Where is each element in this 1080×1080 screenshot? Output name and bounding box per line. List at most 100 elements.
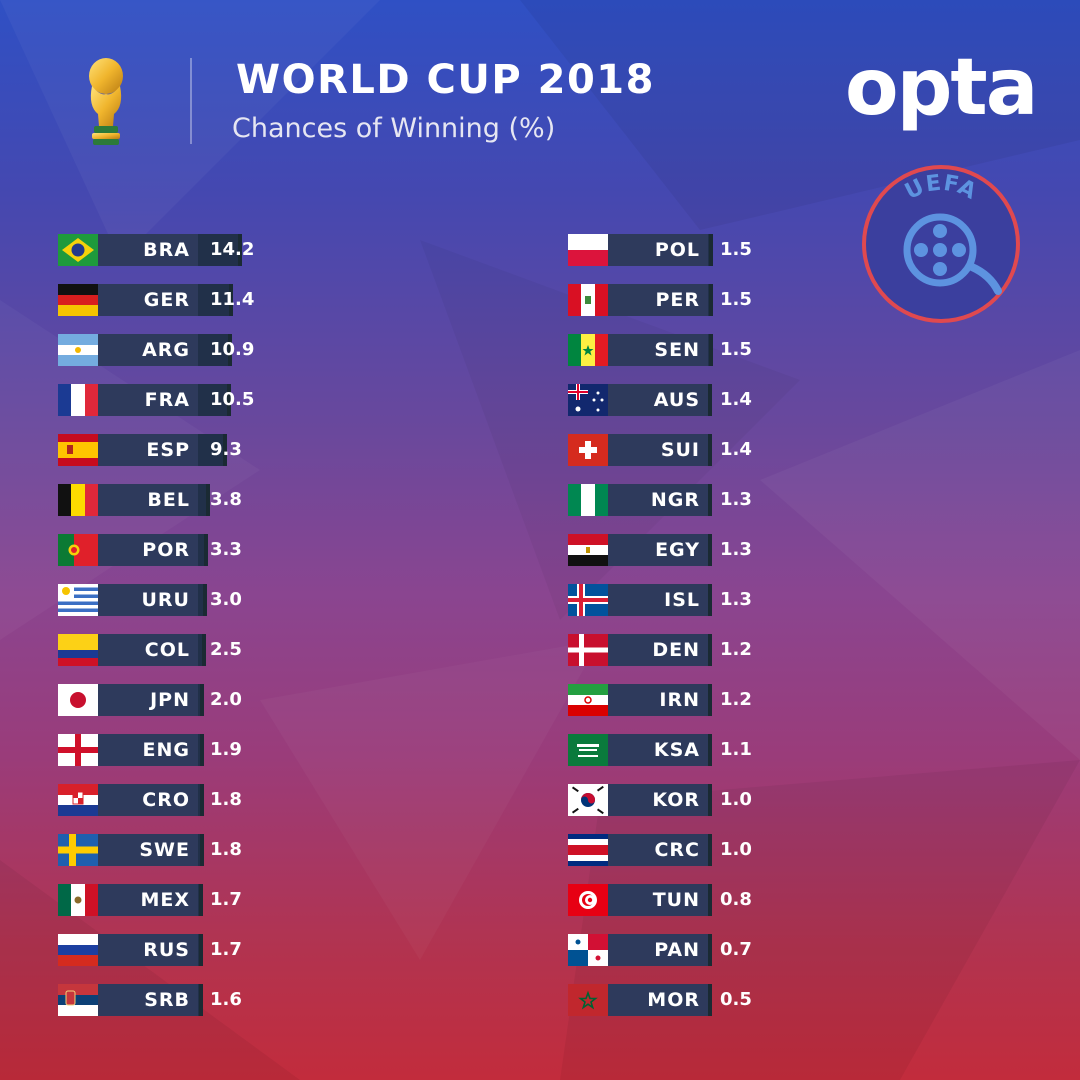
uruguay-flag-icon bbox=[58, 584, 98, 616]
country-code-label: EGY bbox=[655, 539, 700, 561]
south-korea-flag-icon bbox=[568, 784, 608, 816]
country-code-label: KSA bbox=[653, 739, 700, 761]
chance-bar-end bbox=[201, 634, 206, 666]
poland-flag-icon bbox=[568, 234, 608, 266]
chance-value-label: 1.5 bbox=[720, 339, 752, 360]
chance-value-label: 2.5 bbox=[210, 639, 242, 660]
chance-bar-end bbox=[199, 834, 204, 866]
chance-value-label: 1.1 bbox=[720, 739, 752, 760]
chance-value-label: 1.3 bbox=[720, 489, 752, 510]
country-code-label: JPN bbox=[150, 689, 190, 711]
panama-flag-icon bbox=[568, 934, 608, 966]
country-code-box bbox=[608, 784, 708, 816]
country-code-label: BEL bbox=[147, 489, 190, 511]
country-code-label: RUS bbox=[143, 939, 190, 961]
croatia-flag-icon bbox=[58, 784, 98, 816]
chance-bar-end bbox=[238, 234, 243, 266]
portugal-flag-icon bbox=[58, 534, 98, 566]
chance-bar-end bbox=[708, 584, 713, 616]
france-flag-icon bbox=[58, 384, 98, 416]
chance-bar-end bbox=[708, 634, 712, 666]
chance-bar-end bbox=[708, 434, 713, 466]
england-flag-icon bbox=[58, 734, 98, 766]
iran-flag-icon bbox=[568, 684, 608, 716]
country-code-label: ARG bbox=[142, 339, 190, 361]
chance-value-label: 1.2 bbox=[720, 639, 752, 660]
country-code-box bbox=[98, 434, 198, 466]
chance-value-label: 0.5 bbox=[720, 989, 752, 1010]
chance-value-label: 1.2 bbox=[720, 689, 752, 710]
senegal-flag-icon bbox=[568, 334, 608, 366]
chance-bar bbox=[198, 534, 209, 566]
country-code-box bbox=[608, 834, 708, 866]
country-code-box bbox=[608, 484, 708, 516]
country-code-box bbox=[608, 734, 708, 766]
country-code-label: BRA bbox=[143, 239, 190, 261]
country-code-box bbox=[608, 684, 708, 716]
country-code-box bbox=[608, 434, 708, 466]
opta-logo: opta bbox=[845, 43, 1038, 133]
japan-flag-icon bbox=[58, 684, 98, 716]
country-code-label: URU bbox=[141, 589, 190, 611]
spain-flag-icon bbox=[58, 434, 98, 466]
country-code-box bbox=[608, 534, 708, 566]
page-title: WORLD CUP 2018 bbox=[236, 57, 655, 103]
chance-value-label: 1.4 bbox=[720, 439, 752, 460]
chance-bar-end bbox=[708, 534, 713, 566]
country-code-label: MEX bbox=[140, 889, 190, 911]
chance-bar-end bbox=[708, 984, 712, 1016]
country-code-box bbox=[98, 934, 198, 966]
chance-value-label: 1.8 bbox=[210, 839, 242, 860]
chance-bar-end bbox=[199, 934, 204, 966]
country-code-label: CRC bbox=[654, 839, 700, 861]
mexico-flag-icon bbox=[58, 884, 98, 916]
chance-bar bbox=[198, 334, 232, 366]
country-code-box bbox=[98, 234, 198, 266]
russia-flag-icon bbox=[58, 934, 98, 966]
chance-value-label: 0.7 bbox=[720, 939, 752, 960]
chance-bar-end bbox=[708, 784, 712, 816]
chance-value-label: 10.5 bbox=[210, 389, 255, 410]
country-code-box bbox=[608, 234, 708, 266]
country-code-box bbox=[98, 584, 198, 616]
iceland-flag-icon bbox=[568, 584, 608, 616]
chance-bar bbox=[198, 284, 234, 316]
country-code-box bbox=[98, 834, 198, 866]
chance-value-label: 3.3 bbox=[210, 539, 242, 560]
chance-bar-end bbox=[229, 284, 234, 316]
chance-value-label: 14.2 bbox=[210, 239, 255, 260]
chance-value-label: 1.4 bbox=[720, 389, 752, 410]
chance-bar-end bbox=[204, 534, 209, 566]
morocco-flag-icon bbox=[568, 984, 608, 1016]
switzerland-flag-icon bbox=[568, 434, 608, 466]
country-code-label: PER bbox=[655, 289, 700, 311]
chance-value-label: 2.0 bbox=[210, 689, 242, 710]
egypt-flag-icon bbox=[568, 534, 608, 566]
chance-bar-end bbox=[708, 334, 713, 366]
chance-bar bbox=[198, 484, 210, 516]
country-code-label: DEN bbox=[652, 639, 700, 661]
country-code-box bbox=[98, 634, 198, 666]
colombia-flag-icon bbox=[58, 634, 98, 666]
chance-value-label: 11.4 bbox=[210, 289, 255, 310]
country-code-box bbox=[98, 734, 198, 766]
chance-value-label: 1.3 bbox=[720, 589, 752, 610]
chance-bar bbox=[198, 584, 208, 616]
chance-bar-end bbox=[708, 484, 713, 516]
chance-bar bbox=[198, 234, 243, 266]
chance-bar-end bbox=[708, 284, 713, 316]
country-code-label: AUS bbox=[653, 389, 700, 411]
chance-bar-end bbox=[708, 734, 712, 766]
country-code-label: COL bbox=[144, 639, 190, 661]
chance-bar-end bbox=[708, 884, 712, 916]
country-code-label: ENG bbox=[142, 739, 190, 761]
country-code-label: ESP bbox=[146, 439, 190, 461]
country-code-label: SUI bbox=[660, 439, 700, 461]
header-divider bbox=[190, 58, 192, 144]
country-code-box bbox=[98, 284, 198, 316]
country-code-box bbox=[608, 984, 708, 1016]
denmark-flag-icon bbox=[568, 634, 608, 666]
country-code-label: SEN bbox=[654, 339, 700, 361]
chance-value-label: 1.7 bbox=[210, 889, 242, 910]
chance-value-label: 3.0 bbox=[210, 589, 242, 610]
